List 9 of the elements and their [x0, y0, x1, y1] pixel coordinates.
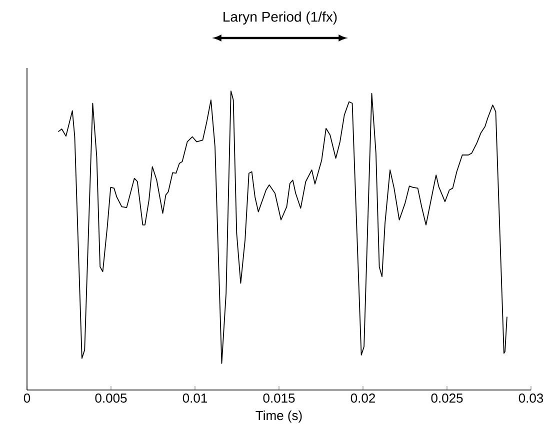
x-axis-title: Time (s)	[256, 410, 302, 423]
x-tick-label: 0.03	[518, 394, 544, 403]
text: Laryn Period (1/fx)	[224, 11, 337, 25]
x-tick-label: 0.02	[350, 394, 375, 403]
x-tick-label: 0.005	[95, 394, 127, 403]
x-tick-label: 0.015	[263, 394, 295, 403]
x-tick-label: 0.01	[182, 394, 208, 403]
x-tick-label: 0	[24, 394, 30, 403]
x-tick-label: 0.025	[431, 394, 463, 403]
